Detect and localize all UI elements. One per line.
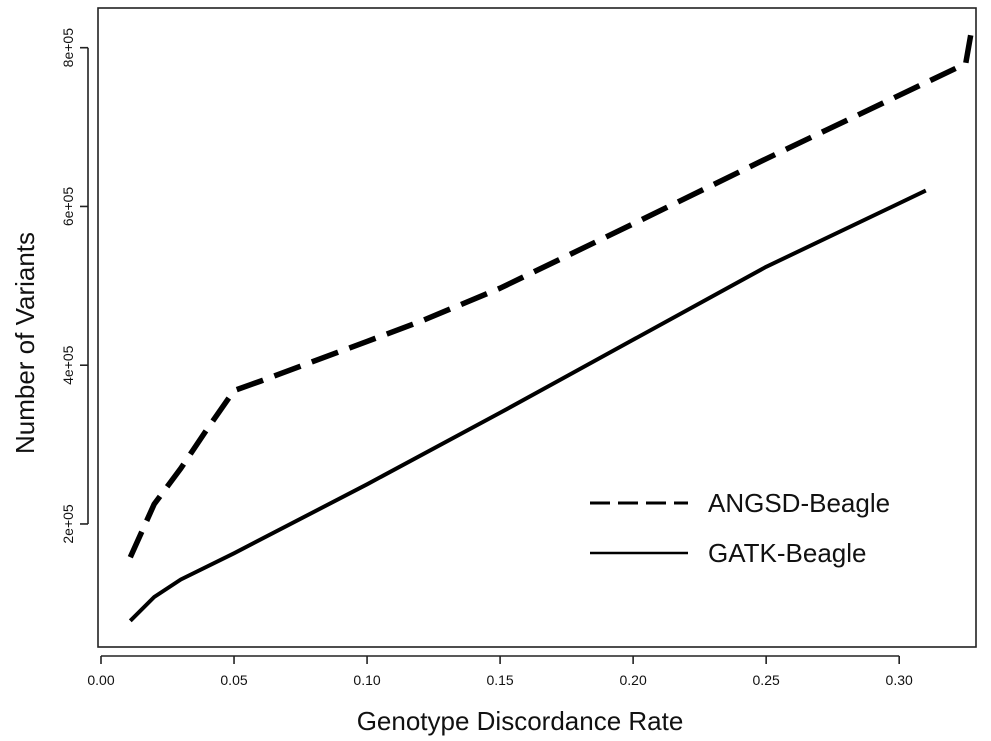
x-tick-label: 0.15 — [486, 672, 513, 688]
x-axis: 0.00 0.05 0.10 0.15 0.20 0.25 0.30 — [87, 655, 913, 688]
x-tick-label: 0.20 — [619, 672, 646, 688]
y-axis-title: Number of Variants — [10, 232, 40, 454]
series-line-gatk-beagle — [128, 188, 927, 623]
y-tick-label: 8e+05 — [60, 28, 76, 68]
x-tick-label: 0.05 — [220, 672, 247, 688]
y-axis: 2e+05 4e+05 6e+05 8e+05 — [60, 28, 89, 544]
x-tick-label: 0.25 — [753, 672, 780, 688]
legend-label-gatk-beagle: GATK-Beagle — [708, 538, 866, 568]
plot-frame — [97, 7, 977, 648]
y-tick-label: 4e+05 — [60, 345, 76, 385]
x-tick-label: 0.10 — [353, 672, 380, 688]
x-tick-label: 0.30 — [886, 672, 913, 688]
series-lines — [127, 32, 974, 623]
series-line-angsd-beagle — [127, 32, 974, 559]
plot-area — [97, 7, 977, 648]
x-tick-label: 0.00 — [87, 672, 114, 688]
legend-label-angsd-beagle: ANGSD-Beagle — [708, 488, 890, 518]
legend: ANGSD-Beagle GATK-Beagle — [590, 488, 890, 568]
y-tick-label: 2e+05 — [60, 504, 76, 544]
y-tick-label: 6e+05 — [60, 187, 76, 227]
x-axis-title: Genotype Discordance Rate — [357, 706, 684, 736]
